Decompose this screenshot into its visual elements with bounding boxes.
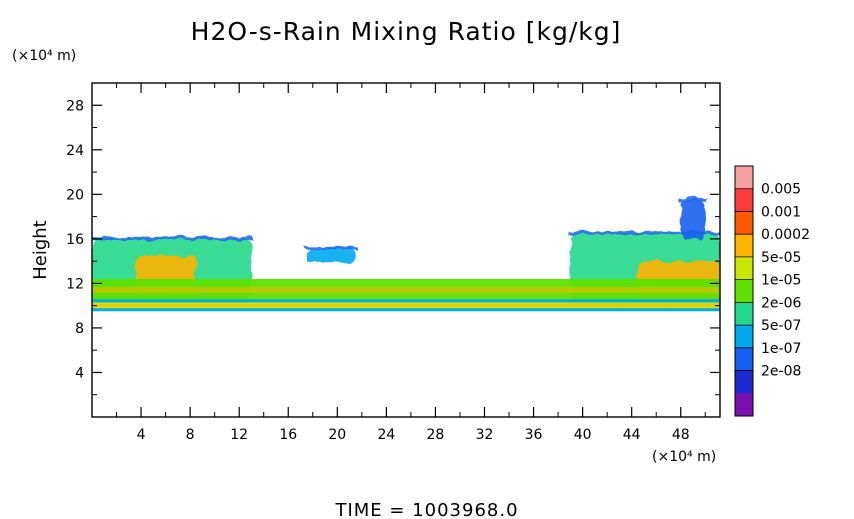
colorbar-segment (735, 188, 753, 212)
field-left-anvil-rim (92, 236, 254, 240)
field-low-cloud-band-core (92, 287, 720, 293)
field-base-layer-edge (92, 308, 720, 312)
data-field (92, 197, 720, 312)
x-tick-label: 40 (574, 427, 592, 443)
x-tick-label: 12 (230, 427, 248, 443)
x-axis-unit: (×10⁴ m) (652, 449, 716, 465)
y-axis-unit: (×10⁴ m) (12, 48, 76, 64)
colorbar-label: 1e-07 (761, 341, 801, 357)
y-tick-label: 4 (75, 365, 84, 381)
colorbar-label: 5e-07 (761, 318, 801, 334)
x-axis: 4 8 12 16 20 24 28 32 36 40 44 48 (116, 83, 706, 443)
y-tick-label: 12 (66, 276, 84, 292)
colorbar-segment (735, 347, 753, 372)
colorbar-segment (735, 325, 753, 349)
x-tick-label: 4 (137, 427, 146, 443)
plot-frame (91, 82, 721, 418)
colorbar-label: 2e-06 (761, 295, 801, 311)
y-tick-label: 24 (66, 143, 84, 159)
colorbar-segment (735, 256, 753, 281)
field-base-layer-core (92, 303, 720, 307)
x-tick-label: 8 (186, 427, 195, 443)
field-right-plume (680, 199, 706, 239)
x-tick-label: 16 (279, 427, 297, 443)
field-right-plume-rim (678, 197, 708, 201)
x-tick-label: 48 (672, 427, 690, 443)
colorbar-label: 0.005 (761, 182, 801, 198)
colorbar-label: 5e-05 (761, 250, 801, 266)
colorbar-segment (735, 302, 753, 326)
colorbar-segment (735, 279, 753, 303)
colorbar-frame (734, 165, 754, 417)
colorbar-segment (735, 370, 753, 394)
y-tick-label: 16 (66, 232, 84, 248)
colorbar-segment (735, 166, 753, 190)
x-tick-label: 28 (427, 427, 445, 443)
colorbar-label: 0.0002 (761, 227, 810, 243)
field-right-anvil-rim (568, 231, 720, 235)
x-tick-label: 32 (476, 427, 494, 443)
colorbar: 0.005 0.001 0.0002 5e-05 1e-05 2e-06 5e-07 1e-0… (734, 165, 810, 417)
y-tick-label: 28 (66, 98, 84, 114)
time-label: TIME = 1003968.0 (334, 500, 518, 519)
y-tick-label: 8 (75, 321, 84, 337)
colorbar-label: 0.001 (761, 204, 801, 220)
field-isolated-cell-rim (304, 246, 358, 250)
colorbar-segment (735, 234, 753, 258)
y-axis: 4 8 12 16 20 24 28 (66, 98, 720, 396)
x-tick-label: 20 (328, 427, 346, 443)
field-low-cloud-band-edge (92, 299, 720, 303)
colorbar-segment (735, 393, 753, 417)
y-tick-label: 20 (66, 187, 84, 203)
x-tick-label: 44 (623, 427, 641, 443)
x-tick-label: 36 (525, 427, 543, 443)
colorbar-label: 1e-05 (761, 273, 801, 289)
x-tick-label: 24 (377, 427, 395, 443)
chart-title: H2O-s-Rain Mixing Ratio [kg/kg] (191, 17, 622, 46)
field-isolated-cell (306, 248, 356, 263)
colorbar-segment (735, 211, 753, 235)
colorbar-label: 2e-08 (761, 364, 801, 380)
y-axis-label: Height (30, 220, 51, 280)
